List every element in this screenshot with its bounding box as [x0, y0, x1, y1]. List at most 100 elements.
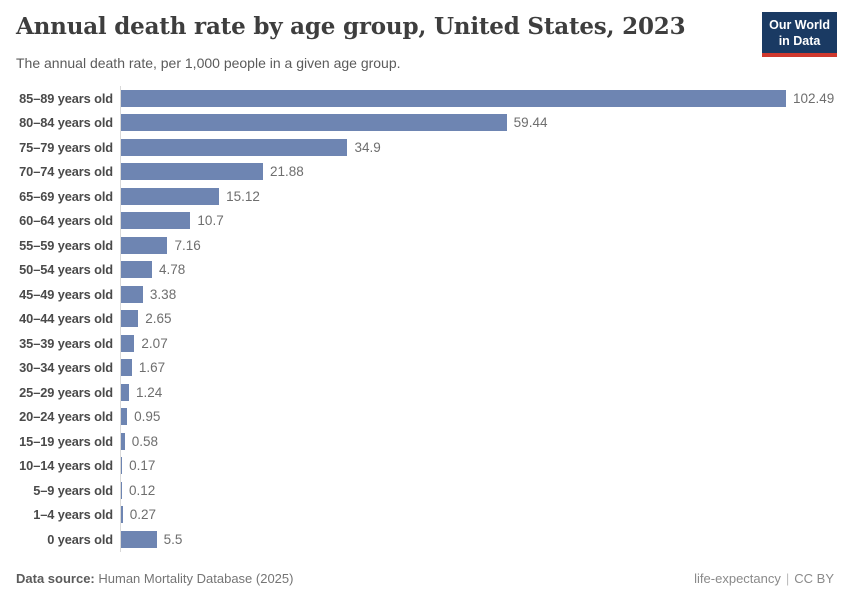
category-label: 45–49 years old: [19, 286, 113, 302]
bar-track: 7.16: [120, 233, 834, 258]
bar[interactable]: [121, 432, 125, 450]
value-label: 10.7: [197, 213, 224, 229]
bar-track: 0.27: [120, 502, 834, 527]
bar[interactable]: [121, 481, 122, 499]
bar-track: 0.17: [120, 453, 834, 478]
bar[interactable]: [121, 285, 143, 303]
owid-logo-line2: in Data: [778, 34, 821, 49]
bar[interactable]: [121, 89, 786, 107]
chart-title: Annual death rate by age group, United S…: [16, 13, 686, 40]
category-label: 50–54 years old: [19, 262, 113, 278]
bar-row: 60–64 years old 10.7: [16, 208, 834, 233]
bar-row: 50–54 years old 4.78: [16, 257, 834, 282]
bar[interactable]: [121, 506, 123, 524]
bar-row: 70–74 years old 21.88: [16, 159, 834, 184]
bar-track: 2.07: [120, 331, 834, 356]
bar-track: 59.44: [120, 110, 834, 135]
chart-subtitle: The annual death rate, per 1,000 people …: [16, 55, 401, 71]
bar-track: 0.12: [120, 478, 834, 503]
bar[interactable]: [121, 457, 123, 475]
bar-chart: 85–89 years old 102.49 80–84 years old 59.4…: [16, 86, 834, 552]
bar[interactable]: [121, 163, 263, 181]
chart-footer: Data source: Human Mortality Database (2…: [16, 571, 834, 586]
bar[interactable]: [121, 408, 128, 426]
bar-row: 25–29 years old 1.24: [16, 380, 834, 405]
value-label: 0.95: [134, 409, 161, 425]
dataset-name: life-expectancy: [694, 571, 781, 586]
value-label: 0.27: [129, 507, 157, 523]
bar-track: 1.24: [120, 380, 834, 405]
bar[interactable]: [121, 530, 157, 548]
bar-row: 80–84 years old 59.44: [16, 110, 834, 135]
bar-row: 85–89 years old 102.49: [16, 86, 834, 111]
bar-row: 65–69 years old 15.12: [16, 184, 834, 209]
value-label: 1.24: [136, 384, 163, 400]
category-label: 75–79 years old: [19, 139, 113, 155]
bar-track: 15.12: [120, 184, 834, 209]
footer-separator: |: [785, 571, 790, 586]
value-label: 0.17: [129, 458, 156, 474]
bar-row: 35–39 years old 2.07: [16, 331, 834, 356]
bar-track: 102.49: [120, 86, 834, 111]
bar-row: 30–34 years old 1.67: [16, 355, 834, 380]
bar[interactable]: [121, 310, 139, 328]
bar[interactable]: [121, 261, 152, 279]
value-label: 2.65: [145, 311, 172, 327]
bar-row: 5–9 years old 0.12: [16, 478, 834, 503]
category-label: 1–4 years old: [33, 507, 113, 523]
value-label: 59.44: [513, 115, 548, 131]
bar[interactable]: [121, 334, 135, 352]
category-label: 20–24 years old: [19, 409, 113, 425]
bar[interactable]: [121, 212, 191, 230]
category-label: 10–14 years old: [19, 458, 113, 474]
bar-row: 10–14 years old 0.17: [16, 453, 834, 478]
bar[interactable]: [121, 138, 348, 156]
category-label: 85–89 years old: [19, 90, 113, 106]
bar-row: 20–24 years old 0.95: [16, 404, 834, 429]
value-label: 1.67: [138, 360, 166, 376]
category-label: 55–59 years old: [19, 237, 113, 253]
bar-row: 1–4 years old 0.27: [16, 502, 834, 527]
value-label: 0.58: [131, 433, 159, 449]
value-label: 7.16: [174, 237, 201, 253]
bar[interactable]: [121, 236, 168, 254]
category-label: 30–34 years old: [19, 360, 113, 376]
category-label: 0 years old: [47, 531, 113, 547]
category-label: 35–39 years old: [19, 335, 113, 351]
value-label: 15.12: [226, 188, 260, 204]
data-source: Data source: Human Mortality Database (2…: [16, 571, 293, 586]
value-label: 2.07: [141, 335, 168, 351]
bar-track: 2.65: [120, 306, 834, 331]
bar[interactable]: [121, 383, 130, 401]
bar-row: 40–44 years old 2.65: [16, 306, 834, 331]
bar-track: 21.88: [120, 159, 834, 184]
bar-row: 0 years old 5.5: [16, 527, 834, 552]
category-label: 80–84 years old: [19, 115, 113, 131]
bar[interactable]: [121, 187, 220, 205]
bar-row: 75–79 years old 34.9: [16, 135, 834, 160]
bar-track: 10.7: [120, 208, 834, 233]
category-label: 60–64 years old: [19, 213, 113, 229]
category-label: 70–74 years old: [19, 164, 113, 180]
bar-row: 45–49 years old 3.38: [16, 282, 834, 307]
bar-row: 15–19 years old 0.58: [16, 429, 834, 454]
value-label: 4.78: [159, 262, 186, 278]
bar[interactable]: [121, 114, 507, 132]
value-label: 34.9: [354, 139, 381, 155]
bar-track: 0.58: [120, 429, 834, 454]
license-label: CC BY: [794, 571, 834, 586]
bar-track: 5.5: [120, 527, 834, 552]
bar[interactable]: [121, 359, 132, 377]
category-label: 25–29 years old: [19, 384, 113, 400]
value-label: 21.88: [269, 164, 304, 180]
value-label: 5.5: [163, 531, 183, 547]
bar-track: 0.95: [120, 404, 834, 429]
bar-row: 55–59 years old 7.16: [16, 233, 834, 258]
owid-logo[interactable]: Our World in Data: [762, 12, 837, 57]
category-label: 5–9 years old: [33, 482, 113, 498]
data-source-label: Data source:: [16, 571, 95, 586]
value-label: 0.12: [129, 482, 156, 498]
data-source-value: Human Mortality Database (2025): [98, 571, 294, 586]
value-label: 3.38: [149, 286, 177, 302]
